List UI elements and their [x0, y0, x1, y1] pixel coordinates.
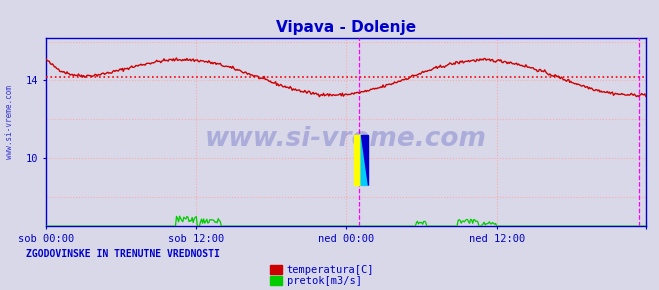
- Text: pretok[m3/s]: pretok[m3/s]: [287, 276, 362, 286]
- Title: Vipava - Dolenje: Vipava - Dolenje: [276, 20, 416, 35]
- Text: www.si-vreme.com: www.si-vreme.com: [5, 85, 14, 159]
- Text: www.si-vreme.com: www.si-vreme.com: [205, 126, 487, 153]
- Polygon shape: [361, 135, 368, 185]
- Text: temperatura[C]: temperatura[C]: [287, 265, 374, 275]
- Bar: [354, 135, 361, 185]
- Text: ZGODOVINSKE IN TRENUTNE VREDNOSTI: ZGODOVINSKE IN TRENUTNE VREDNOSTI: [26, 249, 220, 259]
- Polygon shape: [361, 135, 368, 185]
